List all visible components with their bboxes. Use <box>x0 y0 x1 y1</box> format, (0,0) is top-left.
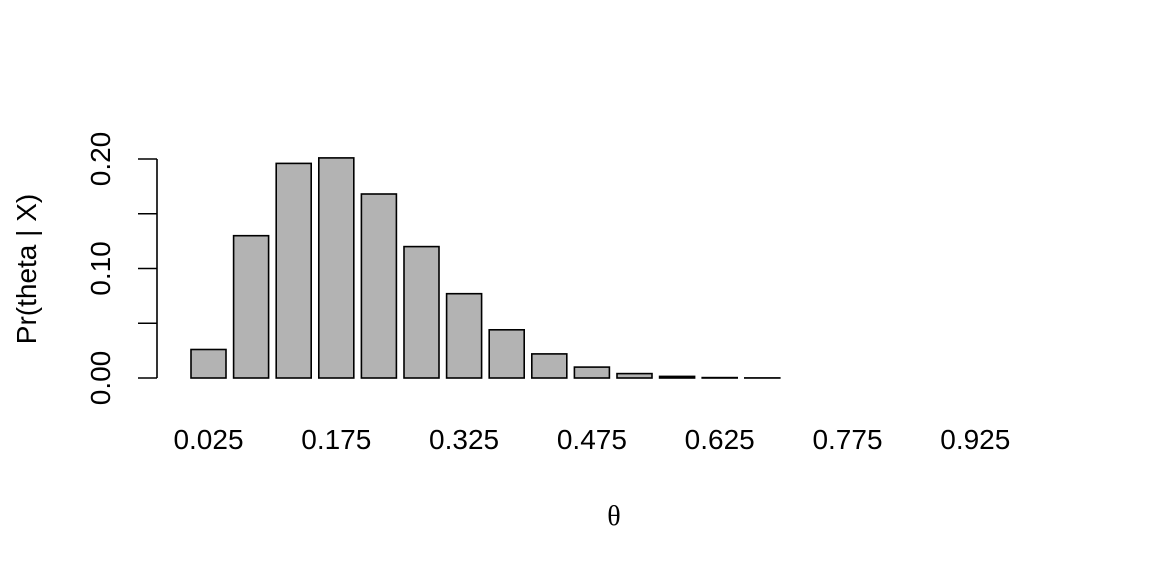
x-tick-label: 0.175 <box>301 424 371 455</box>
y-axis-title: Pr(theta | X) <box>11 194 42 344</box>
bar-0.025 <box>190 348 227 379</box>
x-tick-label: 0.775 <box>812 424 882 455</box>
bar-0.375 <box>488 328 526 379</box>
bar-0.075 <box>232 234 270 379</box>
x-tick-label: 0.625 <box>685 424 755 455</box>
x-tick-label: 0.025 <box>173 424 243 455</box>
bar-0.325 <box>445 292 483 379</box>
y-axis: 0.00 0.10 0.20 <box>85 132 158 406</box>
bar-0.575 <box>658 375 696 379</box>
y-tick-label: 0.20 <box>85 132 116 187</box>
x-tick-label: 0.925 <box>940 424 1010 455</box>
x-axis-labels: 0.025 0.175 0.325 0.475 0.625 0.775 0.925 <box>173 424 1010 455</box>
y-tick-label: 0.00 <box>85 351 116 406</box>
bar-0.275 <box>403 245 440 379</box>
bar-0.125 <box>275 162 313 379</box>
x-tick-label: 0.475 <box>557 424 627 455</box>
bar-0.175 <box>317 157 355 379</box>
bar-0.225 <box>360 193 398 379</box>
bar-0.425 <box>530 353 568 379</box>
x-tick-label: 0.325 <box>429 424 499 455</box>
x-axis-title: θ <box>607 501 620 532</box>
bars-layer <box>190 157 781 379</box>
bar-0.475 <box>573 366 611 379</box>
y-tick-label: 0.10 <box>85 241 116 296</box>
bar-0.525 <box>616 372 653 379</box>
